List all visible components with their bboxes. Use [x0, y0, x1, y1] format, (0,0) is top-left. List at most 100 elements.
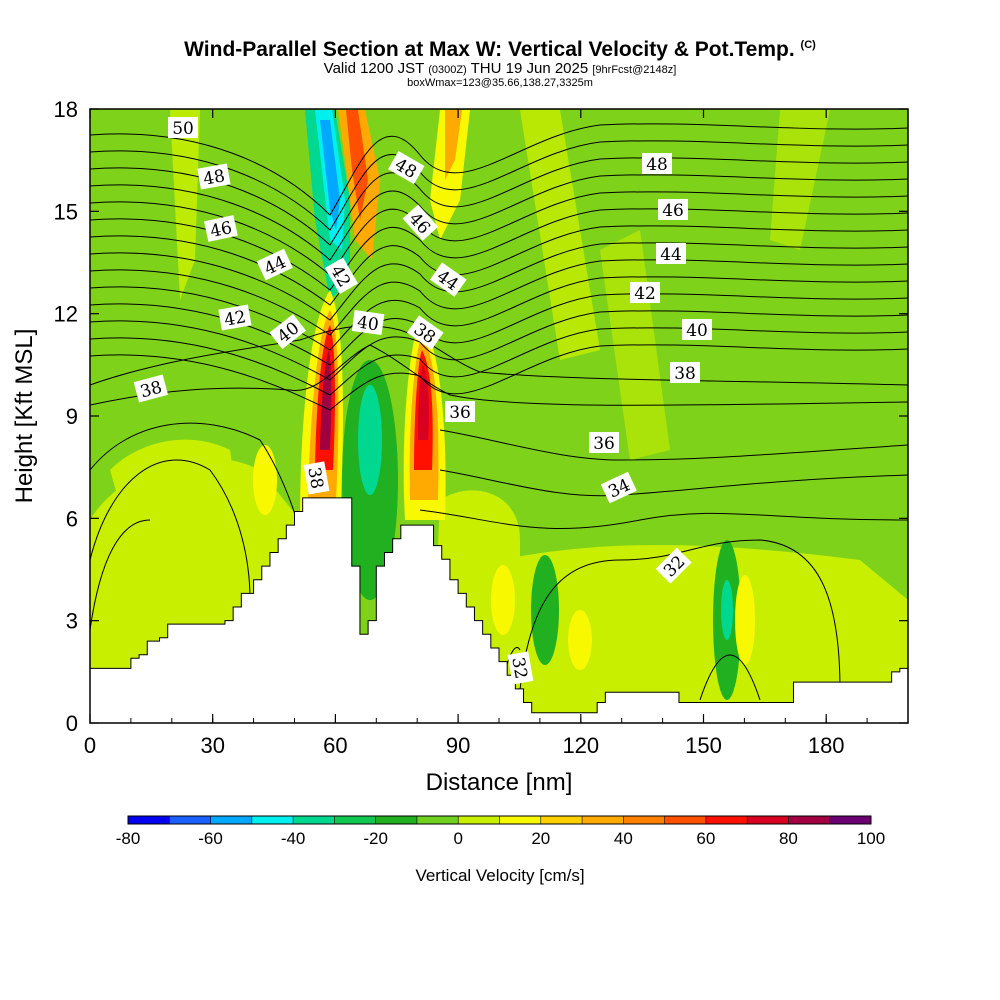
colorbar-tick-label: 20 — [531, 829, 550, 848]
colorbar-tick-label: -40 — [281, 829, 306, 848]
contour-label: 38 — [670, 362, 700, 384]
contour-label-bg — [269, 314, 306, 350]
chart-title: Wind-Parallel Section at Max W: Vertical… — [0, 38, 1000, 62]
contour-label-bg — [682, 319, 712, 340]
contour-label: 36 — [445, 401, 475, 423]
downdraft-east-1 — [531, 555, 559, 665]
contour-label-bg — [642, 153, 672, 174]
colorbar-tick-label: 100 — [857, 829, 885, 848]
contour-label-text: 32 — [507, 656, 530, 681]
contour-label-text: 40 — [686, 321, 708, 341]
colorbar-swatch — [375, 816, 418, 824]
zone-east-low — [500, 545, 908, 723]
contour-label-bg — [388, 150, 425, 185]
x-tick-label: 90 — [446, 733, 470, 758]
contour-label-bg — [351, 310, 385, 335]
upper-plume-core — [346, 110, 368, 220]
contour-label-text: 50 — [172, 119, 194, 139]
colorbar-swatch — [210, 816, 253, 824]
contour-label-bg — [402, 204, 439, 241]
colorbar-title: Vertical Velocity [cm/s] — [415, 866, 584, 885]
contour-label: 42 — [630, 282, 660, 304]
x-tick-label: 120 — [562, 733, 599, 758]
theta-contour-line — [90, 344, 908, 411]
x-tick-label: 60 — [323, 733, 347, 758]
contour-label: 50 — [168, 117, 198, 139]
theta-contour-line — [439, 469, 908, 497]
theta-contour-line — [90, 259, 908, 336]
contour-label-bg — [507, 651, 534, 685]
colorbar-tick-label: -20 — [363, 829, 388, 848]
colorbar-swatch — [623, 816, 666, 824]
theta-contour-line — [90, 459, 251, 601]
upper-plume-2 — [430, 110, 470, 240]
colorbar-swatch — [499, 816, 542, 824]
contour-label: 38 — [133, 374, 169, 403]
contour-label: 36 — [589, 432, 619, 454]
copyright-mark: (C) — [800, 39, 816, 51]
valid-date: THU 19 Jun 2025 — [470, 60, 589, 77]
theta-contour-line — [90, 422, 301, 541]
contour-label: 46 — [658, 199, 688, 221]
upper-plume-2-core — [445, 110, 462, 180]
contour-label-text: 38 — [303, 466, 326, 491]
colorbar-swatch — [582, 816, 624, 824]
downdraft-core — [358, 385, 382, 495]
y-tick-label: 3 — [66, 609, 78, 634]
valid-time: Valid 1200 JST (0300Z) THU 19 Jun 2025 [… — [0, 60, 1000, 77]
theta-contour-line — [90, 344, 908, 406]
contour-label: 38 — [303, 461, 330, 495]
contour-label-bg — [168, 117, 198, 138]
theta-contour-line — [439, 429, 908, 461]
contour-label-bg — [600, 471, 637, 504]
theta-contour-line — [90, 519, 151, 631]
forecast-info: [9hrFcst@2148z] — [592, 64, 677, 76]
downdraft-east-core — [721, 580, 733, 640]
theta-contour-line — [419, 509, 908, 530]
x-axis-label: Distance [nm] — [426, 769, 573, 796]
contour-label-bg — [445, 401, 475, 422]
y-tick-label: 9 — [66, 404, 78, 429]
contour-label: 42 — [218, 304, 252, 331]
contour-label: 40 — [682, 319, 712, 341]
y-tick-label: 0 — [66, 711, 78, 736]
x-tick-label: 180 — [808, 733, 845, 758]
updraft-small-1 — [491, 565, 515, 635]
theta-contour-line — [90, 157, 908, 246]
contour-label-text: 44 — [660, 245, 682, 265]
x-tick-label: 0 — [84, 733, 96, 758]
contour-label-bg — [658, 199, 688, 220]
theta-contour-line — [519, 539, 841, 691]
contour-label-text: 42 — [634, 284, 656, 304]
contour-label-bg — [630, 282, 660, 303]
zone-west-mid — [110, 439, 240, 540]
colorbar-swatch — [128, 816, 170, 824]
updraft-2-core — [418, 365, 429, 440]
contour-label: 48 — [197, 163, 231, 190]
contour-label-bg — [656, 243, 686, 264]
colorbar-tick-label: 60 — [696, 829, 715, 848]
theta-contour-line — [90, 276, 908, 351]
theta-contour-line — [90, 208, 908, 291]
valid-utc: (0300Z) — [428, 64, 467, 76]
contour-label-text: 46 — [209, 218, 234, 242]
theta-contour-line — [699, 654, 761, 701]
title-text: Wind-Parallel Section at Max W: Vertical… — [184, 38, 795, 61]
colorbar-swatch — [829, 816, 872, 824]
colorbar-swatch — [458, 816, 500, 824]
colorbar-swatch — [664, 816, 707, 824]
colorbar-swatch — [705, 816, 748, 824]
contour-label-text: 48 — [202, 166, 227, 189]
updraft-1-core — [320, 350, 332, 450]
colorbar-swatch — [747, 816, 789, 824]
y-tick-label: 6 — [66, 506, 78, 531]
theta-contour-line — [90, 327, 908, 396]
theta-contour-line — [90, 242, 908, 321]
colorbar-tick-label: 0 — [453, 829, 462, 848]
y-tick-label: 12 — [54, 302, 78, 327]
colorbar-tick-label: -60 — [198, 829, 223, 848]
contour-label: 48 — [642, 153, 672, 175]
